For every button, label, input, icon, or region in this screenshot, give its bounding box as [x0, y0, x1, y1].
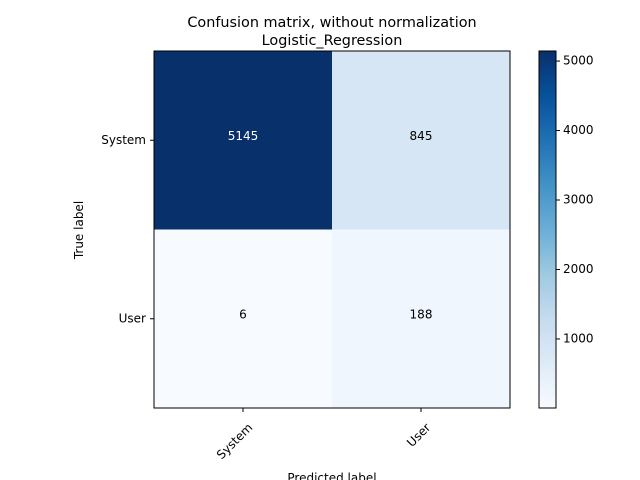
heatmap-cell-1-1: [332, 229, 510, 408]
colorbar-ticks: 1000 2000 3000 4000 5000: [556, 54, 594, 345]
plot-frame: [153, 50, 511, 409]
colorbar-tick-label-3: 4000: [563, 123, 594, 137]
cell-value-labels: 5145 845 6 188: [228, 129, 433, 322]
chart-title-line-2: Logistic_Regression: [262, 33, 403, 49]
cell-value-0-1: 845: [410, 129, 433, 143]
y-tick-label-1: User: [119, 311, 146, 325]
cell-value-0-0: 5145: [228, 129, 259, 143]
y-axis-ticks: System User: [101, 133, 154, 325]
cell-value-1-0: 6: [239, 307, 247, 321]
heatmap-cell-1-0: [154, 229, 332, 408]
colorbar-tick-label-1: 2000: [563, 262, 594, 276]
x-tick-label-0: System: [214, 420, 256, 462]
colorbar-tick-label-0: 1000: [563, 331, 594, 345]
heatmap-cells: [154, 51, 510, 408]
colorbar-tick-label-4: 5000: [563, 54, 594, 68]
heatmap-cell-0-0: [154, 51, 332, 230]
x-axis-ticks: System User: [214, 408, 433, 462]
cell-value-1-1: 188: [410, 307, 433, 321]
x-tick-label-1: User: [404, 420, 433, 449]
y-axis-label: True label: [72, 201, 86, 260]
x-axis-label: Predicted label: [287, 471, 376, 480]
colorbar: [538, 50, 557, 409]
heatmap-cell-0-1: [332, 51, 510, 230]
y-tick-label-0: System: [101, 133, 146, 147]
colorbar-tick-label-2: 3000: [563, 193, 594, 207]
chart-title-line-1: Confusion matrix, without normalization: [187, 15, 476, 31]
